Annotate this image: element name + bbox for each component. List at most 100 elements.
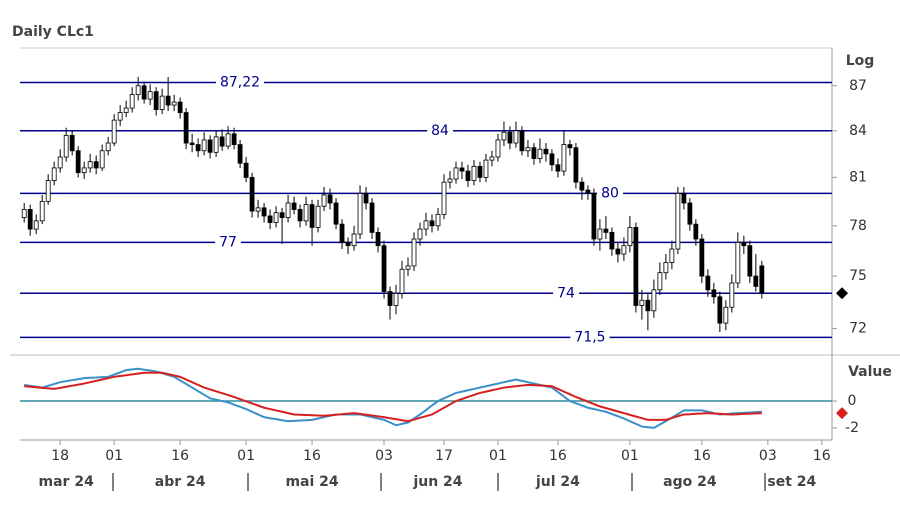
candle-body	[57, 156, 63, 169]
candle-body	[399, 268, 405, 294]
oscillator-line	[24, 367, 762, 429]
candle-body	[669, 248, 675, 263]
x-tick-label: 16	[813, 448, 831, 464]
candle-body	[435, 213, 441, 227]
chart-title: Daily CLc1	[12, 24, 94, 40]
candle-body	[549, 153, 555, 166]
level-label-bg	[427, 122, 453, 139]
candle-body	[195, 144, 201, 152]
candle-body	[615, 248, 621, 255]
candle-body	[111, 119, 117, 144]
candle-body	[291, 202, 297, 210]
candle-body	[657, 272, 663, 291]
candle-body	[591, 192, 597, 240]
candle-body	[231, 133, 237, 145]
candle-body	[639, 299, 645, 306]
candle-body	[663, 262, 669, 274]
candle-body	[369, 202, 375, 233]
candle-body	[321, 194, 327, 207]
candle-body	[243, 162, 249, 178]
candle-body	[171, 101, 177, 106]
candle-body	[555, 164, 561, 172]
candle-body	[207, 139, 213, 153]
candle-body	[69, 134, 75, 152]
candle-body	[543, 148, 549, 155]
candle-body	[141, 85, 147, 100]
last-price-marker	[836, 287, 848, 300]
level-label-bg	[570, 329, 610, 346]
candle-body	[699, 238, 705, 277]
candle-body	[21, 209, 27, 219]
x-tick-label: 03	[375, 448, 393, 464]
candle-body	[159, 95, 165, 110]
candle-body	[729, 282, 735, 308]
candle-body	[225, 133, 231, 147]
candle-body	[753, 275, 759, 287]
candle-body	[561, 144, 567, 172]
candle-body	[519, 130, 525, 152]
candle-body	[633, 227, 639, 306]
candle-body	[705, 275, 711, 291]
candle-body	[609, 231, 615, 250]
candle-body	[303, 204, 309, 222]
candle-body	[213, 136, 219, 153]
candle-body	[219, 136, 225, 147]
candle-body	[81, 167, 87, 174]
month-label: jul 24	[535, 474, 580, 490]
x-tick-label: 16	[171, 448, 189, 464]
y-tick-label: 0	[848, 393, 857, 409]
y-tick-label: 87	[849, 78, 867, 94]
candle-body	[363, 192, 369, 204]
candle-body	[585, 189, 591, 194]
candle-body	[483, 159, 489, 178]
candle-body	[255, 207, 261, 212]
candle-body	[297, 209, 303, 222]
candle-body	[165, 95, 171, 106]
candle-body	[201, 139, 207, 152]
x-tick-label: 01	[489, 448, 507, 464]
candle-body	[723, 306, 729, 324]
candle-body	[411, 238, 417, 267]
candle-body	[393, 292, 399, 306]
candle-body	[531, 147, 537, 159]
candle-body	[99, 150, 105, 169]
candle-body	[123, 107, 129, 113]
candle-body	[447, 178, 453, 183]
candle-body	[189, 142, 195, 145]
candle-body	[627, 227, 633, 247]
candle-body	[579, 181, 585, 191]
candle-body	[249, 177, 255, 212]
level-label-bg	[597, 185, 623, 202]
candle-body	[39, 200, 45, 222]
candle-body	[645, 299, 651, 312]
candle-body	[129, 94, 135, 109]
candle-body	[507, 131, 513, 144]
candle-body	[87, 161, 93, 169]
candle-body	[177, 101, 183, 113]
level-label-bg	[215, 74, 265, 91]
candle-body	[327, 194, 333, 204]
candle-body	[651, 289, 657, 312]
month-label: jun 24	[412, 474, 462, 490]
candle-body	[267, 215, 273, 223]
last-value-marker	[836, 407, 848, 420]
candle-body	[747, 245, 753, 277]
candle-body	[279, 212, 285, 219]
x-tick-label: 17	[435, 448, 453, 464]
candle-body	[675, 192, 681, 250]
candle-body	[495, 139, 501, 158]
candle-body	[45, 180, 51, 202]
candle-body	[687, 202, 693, 225]
x-tick-label: 01	[105, 448, 123, 464]
candle-body	[597, 228, 603, 240]
candle-body	[261, 207, 267, 217]
x-tick-label: 16	[693, 448, 711, 464]
candle-body	[453, 167, 459, 180]
candle-body	[135, 85, 141, 96]
candle-body	[513, 130, 519, 144]
y-tick-label: 75	[849, 268, 867, 284]
candle-body	[345, 241, 351, 247]
y-tick-label: 81	[849, 169, 867, 185]
candle-body	[93, 161, 99, 169]
candle-body	[51, 167, 57, 181]
